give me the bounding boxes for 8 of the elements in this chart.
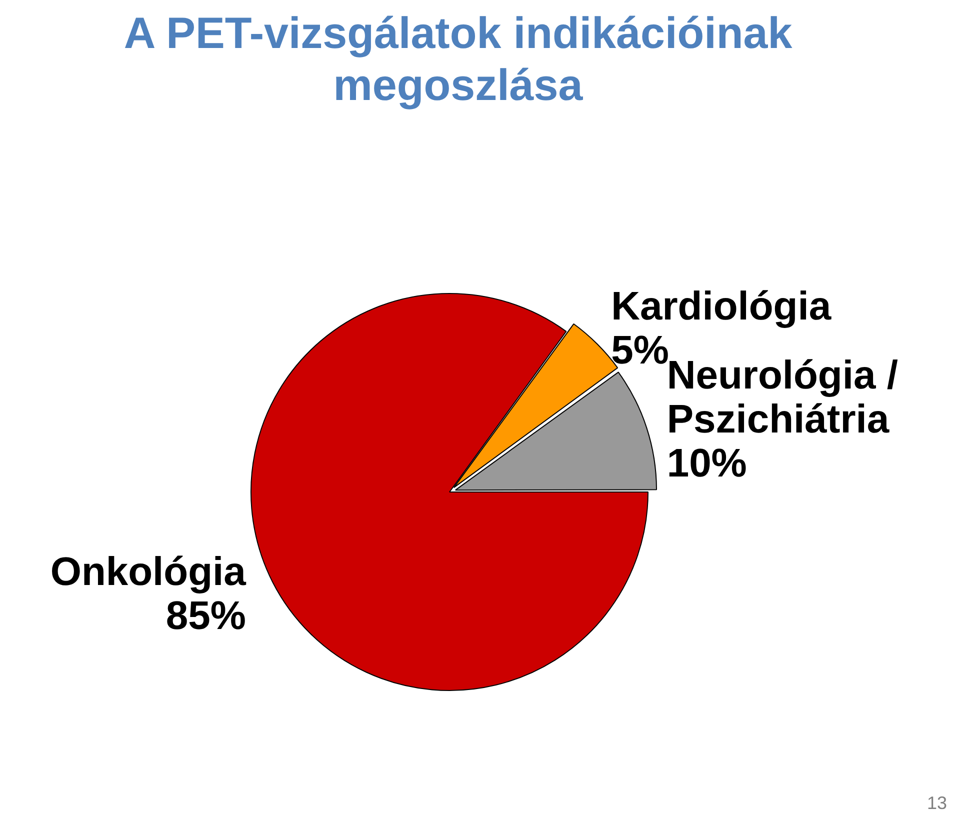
data-label: 5% <box>611 328 669 372</box>
data-label: 85% <box>166 594 246 638</box>
text: 13 <box>926 793 947 814</box>
slice-label: Onkológia <box>50 550 247 594</box>
data-label: 10% <box>666 441 747 486</box>
slice-label: Neurológia / Pszichiátria <box>666 353 898 442</box>
chart-title: A PET-vizsgálatok indikációinak megoszlása <box>122 8 794 112</box>
slice-label: Kardiológia <box>611 284 832 328</box>
